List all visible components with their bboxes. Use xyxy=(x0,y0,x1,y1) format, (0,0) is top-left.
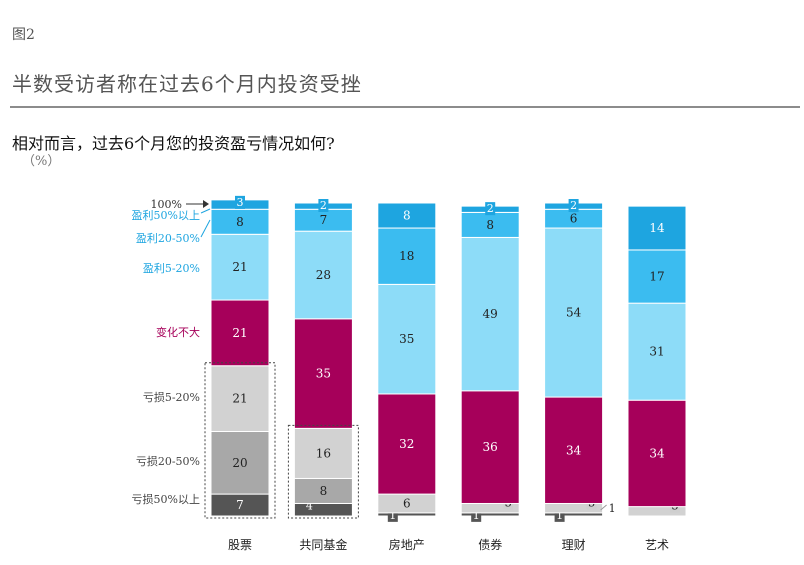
legend-leader-line xyxy=(200,208,211,214)
small-value-tag xyxy=(554,508,565,522)
data-label: 28 xyxy=(316,268,331,282)
bar-segment-profit_5_20-2 xyxy=(377,283,437,395)
label-leader-line xyxy=(600,504,607,511)
data-label: 21 xyxy=(232,392,247,406)
loss-highlight-box xyxy=(204,362,276,519)
data-label: 49 xyxy=(483,307,498,321)
data-label: 14 xyxy=(649,221,665,235)
legend-label-loss_5_20: 亏损5-20% xyxy=(143,390,200,404)
figure-label: 图2 xyxy=(12,27,35,43)
arrow-head-icon xyxy=(203,200,209,208)
category-label: 理财 xyxy=(562,538,586,552)
data-label: 8 xyxy=(320,484,328,498)
data-label: 32 xyxy=(399,437,414,451)
bar-segment-flat-0 xyxy=(210,299,270,367)
data-label: 21 xyxy=(232,260,247,274)
small-value-tag xyxy=(471,508,482,522)
bar-segment-profit_20_50-0 xyxy=(210,208,270,235)
small-value-tag xyxy=(485,202,496,216)
page-title: 半数受访者称在过去6个月内投资受挫 xyxy=(12,72,362,96)
bar-segment-profit_over_50-2 xyxy=(377,202,437,229)
bar-segment-profit_20_50-3 xyxy=(460,211,520,238)
small-value-tag xyxy=(318,199,329,212)
data-label: 3 xyxy=(237,196,244,209)
bar-segment-flat-2 xyxy=(377,393,437,495)
data-label: 34 xyxy=(566,443,582,457)
data-label: 1 xyxy=(389,509,396,522)
legend-label-flat: 变化不大 xyxy=(156,325,200,339)
data-label: 4 xyxy=(306,499,313,512)
category-label: 共同基金 xyxy=(299,537,347,552)
data-label: 16 xyxy=(316,446,331,460)
data-label: 35 xyxy=(399,332,414,346)
data-label: 34 xyxy=(649,446,665,460)
loss-highlight-box xyxy=(287,424,359,519)
small-value-tag xyxy=(304,499,315,513)
data-label: 6 xyxy=(570,212,578,226)
category-label: 房地产 xyxy=(389,537,425,552)
bar-segment-profit_20_50-5 xyxy=(627,249,687,304)
data-label: 17 xyxy=(649,270,664,284)
legend-label-profit_5_20: 盈利5-20% xyxy=(143,262,200,275)
data-label: 8 xyxy=(403,209,411,223)
data-label: 2 xyxy=(570,199,577,212)
legend-label-loss_over_50: 亏损50%以上 xyxy=(132,492,200,506)
data-label: 2 xyxy=(320,199,327,212)
data-label: 20 xyxy=(232,456,247,470)
small-value-tag xyxy=(387,508,398,522)
data-label: 54 xyxy=(566,306,582,320)
bar-segment-profit_over_50-5 xyxy=(627,205,687,251)
small-value-tag xyxy=(568,199,579,212)
bar-segment-loss_20_50-0 xyxy=(210,430,270,495)
bar-segment-flat-5 xyxy=(627,399,687,508)
bar-segment-profit_20_50-2 xyxy=(377,227,437,285)
data-label: 1 xyxy=(473,509,480,522)
data-label: 35 xyxy=(316,367,331,381)
data-label: 18 xyxy=(399,249,414,263)
bar-segment-profit_5_20-0 xyxy=(210,233,270,301)
data-label: 1 xyxy=(609,502,616,515)
bar-segment-loss_over_50-1 xyxy=(293,502,353,517)
title-divider xyxy=(10,106,800,108)
top-100-marker: 100% xyxy=(151,198,182,211)
bar-segment-loss_20_50-1 xyxy=(293,477,353,504)
data-label: 8 xyxy=(236,215,244,229)
data-label: 31 xyxy=(649,345,664,359)
category-label: 股票 xyxy=(228,538,252,552)
bar-segment-flat-1 xyxy=(293,318,353,429)
bar-segment-loss_5_20-0 xyxy=(210,365,270,432)
data-label: 2 xyxy=(487,202,494,215)
legend-label-loss_20_50: 亏损20-50% xyxy=(136,454,200,468)
category-label: 艺术 xyxy=(645,538,669,552)
data-label: 21 xyxy=(232,326,247,340)
bar-segment-profit_5_20-4 xyxy=(544,227,604,398)
legend-label-profit_over_50: 盈利50%以上 xyxy=(132,209,200,222)
small-value-tag xyxy=(235,195,245,209)
category-label: 债券 xyxy=(478,537,502,552)
data-label: 1 xyxy=(556,509,563,522)
data-label: 6 xyxy=(403,496,411,510)
chart-question: 相对而言，过去6个月您的投资盈亏情况如何? xyxy=(12,134,335,153)
legend-leader-line xyxy=(200,219,211,238)
data-label: 8 xyxy=(486,218,494,232)
data-label: 7 xyxy=(236,498,244,512)
legend-label-profit_20_50: 盈利20-50% xyxy=(136,232,200,245)
unit-label: （%） xyxy=(22,154,61,169)
data-label: 7 xyxy=(320,213,328,227)
bar-segment-loss_5_20-1 xyxy=(293,427,353,479)
bar-segment-profit_5_20-1 xyxy=(293,230,353,320)
bar-segment-flat-3 xyxy=(460,390,520,504)
data-label: 36 xyxy=(483,440,498,454)
